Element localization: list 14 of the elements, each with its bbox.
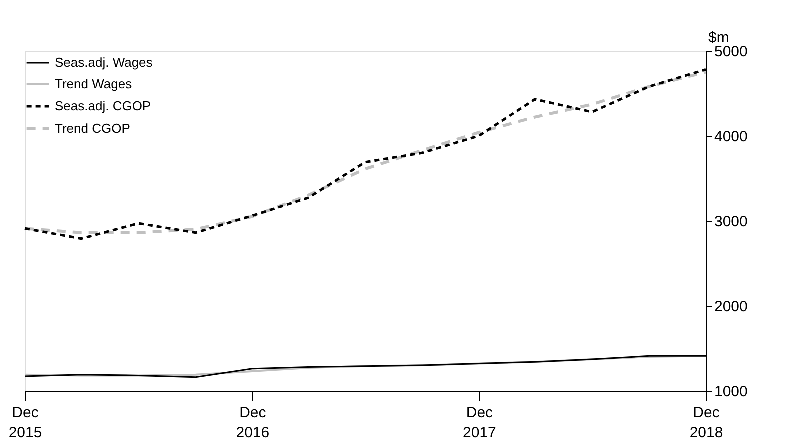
legend-label: Seas.adj. CGOP: [55, 98, 152, 114]
y-tick-label: 1000: [714, 384, 748, 400]
legend-label: Seas.adj. Wages: [55, 55, 154, 70]
y-tick-label: 5000: [714, 44, 748, 60]
legend-label: Trend CGOP: [55, 121, 130, 136]
y-tick-label: 2000: [714, 298, 748, 316]
legend-label: Trend Wages: [55, 76, 133, 92]
x-tick-label: Dec 2016: [236, 404, 270, 442]
y-tick-label: 3000: [714, 214, 748, 230]
y-tick-label: 4000: [714, 128, 748, 146]
y-axis-title: $m: [708, 30, 730, 46]
x-tick-label: Dec 2015: [8, 404, 42, 442]
x-tick-label: Dec 2018: [690, 404, 724, 442]
x-tick-label: Dec 2017: [463, 404, 496, 442]
